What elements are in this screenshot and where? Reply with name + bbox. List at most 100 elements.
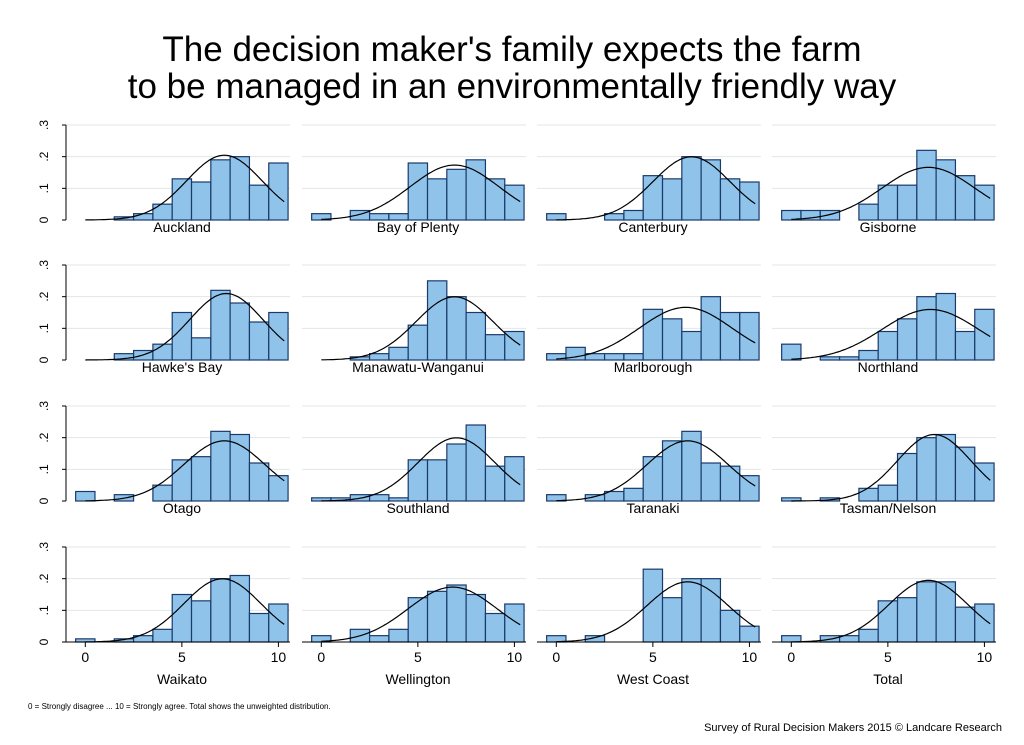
histogram-bar [249,614,268,643]
histogram-bar [975,604,994,642]
histogram-bar [782,636,801,642]
y-tick-label: 0 [37,497,51,504]
histogram-bar [428,591,447,642]
histogram-bar [211,290,230,360]
histogram-bar [269,163,288,220]
histogram-bar [370,636,389,642]
histogram-bar [663,319,682,360]
histogram-bar [720,313,739,361]
histogram-bar [172,313,191,361]
panel-label-otago: Otago [163,500,201,516]
y-tick-label: 0 [37,216,51,223]
histogram-bar [936,294,955,361]
panel-label-manawatu-wanganui: Manawatu-Wanganui [352,359,484,375]
histogram-bar [485,179,504,220]
panel-label-southland: Southland [386,500,449,516]
panel-label-waikato: Waikato [157,671,207,687]
y-tick-label: .2 [37,291,51,301]
x-tick-label: 5 [178,649,186,665]
histogram-bar [428,281,447,360]
histogram-bar [917,582,936,642]
histogram-bar [505,185,524,220]
histogram-bar [211,579,230,642]
panel-label-northland: Northland [858,359,919,375]
histogram-bar [663,179,682,220]
histogram-bar [76,492,95,502]
histogram-bar [917,297,936,360]
y-tick-label: .1 [37,183,51,193]
panel-label-gisborne: Gisborne [860,219,917,235]
histogram-bar [211,160,230,220]
histogram-bar [859,629,878,642]
y-tick-label: .3 [37,260,51,270]
y-tick-label: .3 [37,401,51,411]
histogram-bar [917,150,936,220]
histogram-bar [505,457,524,501]
histogram-bar [408,325,427,360]
panel-label-west-coast: West Coast [617,671,689,687]
histogram-bar [447,444,466,501]
y-tick-label: .2 [37,151,51,161]
histogram-bar [485,614,504,643]
panel-label-auckland: Auckland [153,219,211,235]
panel-label-hawke-s-bay: Hawke's Bay [142,359,222,375]
histogram-bar [936,435,955,502]
panel-label-tasman-nelson: Tasman/Nelson [840,500,937,516]
histogram-bar [682,579,701,642]
histogram-bar [134,214,153,220]
y-tick-label: .3 [37,542,51,552]
histogram-bar [485,466,504,501]
histogram-bar [878,601,897,642]
histogram-bar [898,319,917,360]
histogram-bar [701,297,720,360]
histogram-bar [878,485,897,501]
x-tick-label: 0 [317,649,325,665]
panel-label-taranaki: Taranaki [627,500,680,516]
histogram-bar [955,332,974,361]
x-tick-label: 10 [507,649,523,665]
histogram-bar [192,338,211,360]
histogram-bar [740,476,759,501]
histogram-bar [172,595,191,643]
histogram-bar [505,604,524,642]
x-tick-label: 10 [977,649,993,665]
histogram-bar [447,297,466,360]
histogram-bar [153,204,172,220]
y-tick-label: .2 [37,573,51,583]
panel-label-total: Total [873,671,903,687]
histogram-bar [249,463,268,501]
histogram-bar [153,344,172,360]
x-tick-label: 5 [884,649,892,665]
histogram-bar [720,610,739,642]
histogram-bar [466,313,485,361]
x-tick-label: 10 [742,649,758,665]
histogram-bar [153,485,172,501]
histogram-bar [701,463,720,501]
histogram-bar [720,466,739,501]
panel-label-wellington: Wellington [385,671,450,687]
histogram-bar [230,303,249,360]
y-tick-label: .1 [37,605,51,615]
histogram-bar [740,313,759,361]
histogram-bar [740,626,759,642]
histogram-bar [269,476,288,501]
histogram-bar [955,176,974,220]
histogram-bar [740,182,759,220]
histogram-bar [955,607,974,642]
x-tick-label: 0 [787,649,795,665]
y-tick-label: 0 [37,638,51,645]
histogram-bar [192,601,211,642]
histogram-bar [820,357,839,360]
y-tick-label: .1 [37,323,51,333]
histogram-bar [917,438,936,501]
y-tick-label: .3 [37,120,51,130]
histogram-bar [408,163,427,220]
histogram-bar [820,211,839,221]
x-tick-label: 5 [649,649,657,665]
histogram-bar [701,579,720,642]
histogram-bar [249,322,268,360]
scale-note: 0 = Strongly disagree ... 10 = Strongly … [28,702,331,711]
histogram-bar [192,457,211,501]
x-tick-label: 5 [414,649,422,665]
histogram-bar [269,604,288,642]
